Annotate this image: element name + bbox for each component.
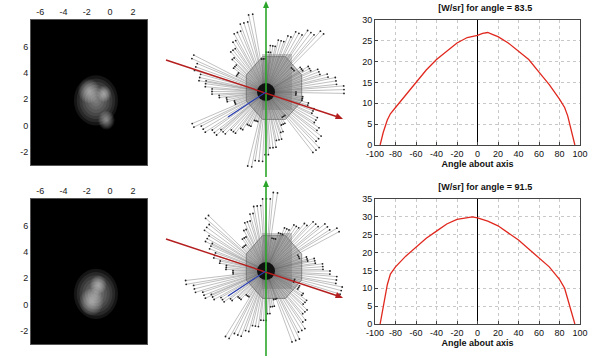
svg-text:2: 2	[131, 186, 136, 196]
svg-text:Angle about axis: Angle about axis	[441, 159, 513, 169]
svg-text:6: 6	[23, 42, 28, 52]
svg-text:-2: -2	[20, 326, 28, 336]
svg-text:20: 20	[362, 248, 372, 258]
svg-text:100: 100	[572, 149, 587, 159]
svg-text:0: 0	[23, 300, 28, 310]
svg-text:80: 80	[554, 149, 564, 159]
svg-text:0: 0	[367, 319, 372, 329]
svg-text:35: 35	[362, 194, 372, 204]
svg-text:-20: -20	[450, 328, 463, 338]
svg-text:-20: -20	[450, 149, 463, 159]
svg-text:0: 0	[367, 140, 372, 150]
svg-text:5: 5	[367, 301, 372, 311]
svg-text:4: 4	[23, 247, 28, 257]
svg-text:0: 0	[475, 328, 480, 338]
svg-text:40: 40	[513, 149, 523, 159]
svg-text:-2: -2	[20, 147, 28, 157]
svg-text:40: 40	[513, 328, 523, 338]
svg-text:0: 0	[107, 7, 112, 17]
svg-text:100: 100	[572, 328, 587, 338]
svg-text:Angle about axis: Angle about axis	[441, 338, 513, 348]
svg-text:0: 0	[107, 186, 112, 196]
svg-text:-6: -6	[36, 7, 44, 17]
svg-text:30: 30	[362, 212, 372, 222]
svg-text:-80: -80	[389, 328, 402, 338]
svg-text:-100: -100	[366, 328, 384, 338]
svg-text:2: 2	[23, 94, 28, 104]
svg-text:15: 15	[362, 266, 372, 276]
svg-text:-2: -2	[83, 7, 91, 17]
svg-text:[W/sr] for angle = 83.5: [W/sr] for angle = 83.5	[438, 3, 532, 13]
svg-text:-60: -60	[409, 328, 422, 338]
svg-text:10: 10	[362, 98, 372, 108]
svg-text:-40: -40	[430, 149, 443, 159]
svg-text:20: 20	[493, 328, 503, 338]
svg-text:0: 0	[475, 149, 480, 159]
svg-text:30: 30	[362, 15, 372, 25]
svg-text:60: 60	[534, 328, 544, 338]
svg-text:4: 4	[23, 68, 28, 78]
svg-text:0: 0	[23, 121, 28, 131]
svg-text:15: 15	[362, 78, 372, 88]
svg-text:2: 2	[23, 273, 28, 283]
svg-text:-4: -4	[59, 186, 67, 196]
svg-text:-100: -100	[366, 149, 384, 159]
svg-text:25: 25	[362, 36, 372, 46]
svg-text:20: 20	[493, 149, 503, 159]
svg-text:-6: -6	[36, 186, 44, 196]
svg-text:6: 6	[23, 221, 28, 231]
svg-text:25: 25	[362, 230, 372, 240]
svg-text:-60: -60	[409, 149, 422, 159]
svg-text:-80: -80	[389, 149, 402, 159]
svg-text:-40: -40	[430, 328, 443, 338]
svg-text:-4: -4	[59, 7, 67, 17]
svg-text:80: 80	[554, 328, 564, 338]
svg-text:-2: -2	[83, 186, 91, 196]
svg-text:[W/sr] for angle = 91.5: [W/sr] for angle = 91.5	[438, 182, 532, 192]
svg-text:10: 10	[362, 283, 372, 293]
svg-text:2: 2	[131, 7, 136, 17]
svg-text:20: 20	[362, 57, 372, 67]
svg-text:5: 5	[367, 119, 372, 129]
svg-text:60: 60	[534, 149, 544, 159]
